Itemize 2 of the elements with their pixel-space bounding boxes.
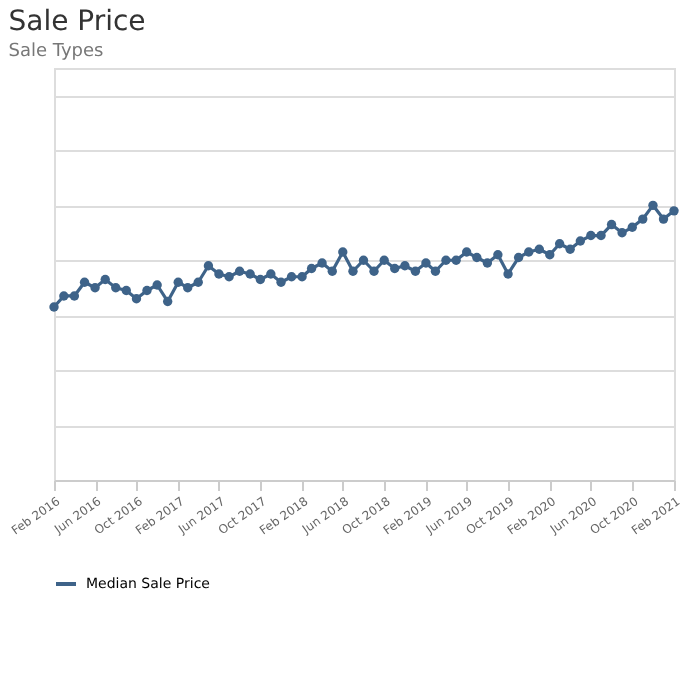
chart-title: Sale Price xyxy=(8,6,146,38)
chart-subtitle: Sale Types xyxy=(8,42,105,62)
